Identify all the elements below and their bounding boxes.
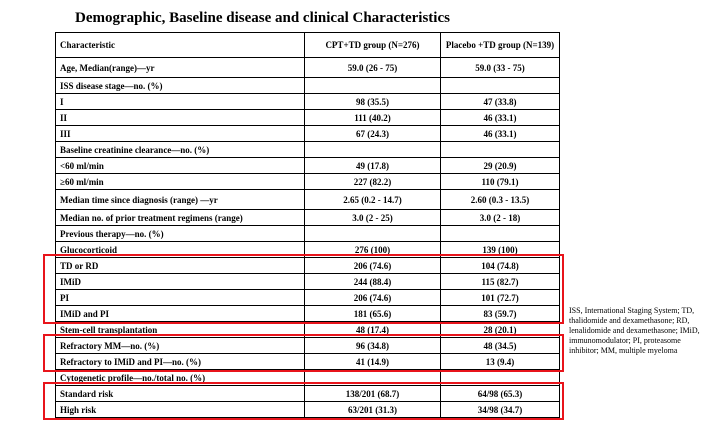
value-cell: 49 (17.8) <box>304 157 441 174</box>
table-row: ≥60 ml/min 227 (82.2) 110 (79.1) <box>55 173 560 190</box>
value-cell: 98 (35.5) <box>304 93 441 110</box>
table-row: PI 206 (74.6) 101 (72.7) <box>55 289 560 306</box>
table-row: Refractory MM—no. (%) 96 (34.8) 48 (34.5) <box>55 337 560 354</box>
highlight-box <box>43 254 564 324</box>
table: Characteristic CPT+TD group (N=276) Placeb… <box>55 32 560 418</box>
table-row: ISS disease stage—no. (%) <box>55 77 560 94</box>
label-cell: III <box>55 125 305 142</box>
value-cell <box>440 77 560 94</box>
table-row: High risk 63/201 (31.3) 34/98 (34.7) <box>55 401 560 418</box>
highlight-box <box>43 334 564 372</box>
value-cell: 34/98 (34.7) <box>440 401 560 418</box>
table-row: III 67 (24.3) 46 (33.1) <box>55 125 560 142</box>
table-row: <60 ml/min 49 (17.8) 29 (20.9) <box>55 157 560 174</box>
value-cell: 29 (20.9) <box>440 157 560 174</box>
value-cell: 67 (24.3) <box>304 125 441 142</box>
label-cell: I <box>55 93 305 110</box>
value-cell: CPT+TD group (N=276) <box>304 32 441 58</box>
label-cell: <60 ml/min <box>55 157 305 174</box>
value-cell <box>304 77 441 94</box>
footnote: ISS, International Staging System; TD, t… <box>569 306 700 355</box>
value-cell: Placebo +TD group (N=139) <box>440 32 560 58</box>
value-cell: 59.0 (26 - 75) <box>304 57 441 78</box>
label-cell: Previous therapy—no. (%) <box>55 225 305 242</box>
label-cell: Median time since diagnosis (range) —yr <box>55 189 305 210</box>
label-cell: II <box>55 109 305 126</box>
value-cell <box>304 141 441 158</box>
label-cell: Age, Median(range)—yr <box>55 57 305 78</box>
value-cell <box>440 225 560 242</box>
value-cell: 2.65 (0.2 - 14.7) <box>304 189 441 210</box>
table-row: Previous therapy—no. (%) <box>55 225 560 242</box>
value-cell: 46 (33.1) <box>440 109 560 126</box>
label-cell: ≥60 ml/min <box>55 173 305 190</box>
table-row: Median no. of prior treatment regimens (… <box>55 209 560 226</box>
value-cell: 3.0 (2 - 18) <box>440 209 560 226</box>
value-cell: 2.60 (0.3 - 13.5) <box>440 189 560 210</box>
value-cell: 46 (33.1) <box>440 125 560 142</box>
table-row: Median time since diagnosis (range) —yr 2… <box>55 189 560 210</box>
value-cell <box>304 225 441 242</box>
label-cell: Characteristic <box>55 32 305 58</box>
table-row: I 98 (35.5) 47 (33.8) <box>55 93 560 110</box>
table-row: TD or RD 206 (74.6) 104 (74.8) <box>55 257 560 274</box>
title: Demographic, Baseline disease and clinic… <box>75 10 450 26</box>
value-cell: 110 (79.1) <box>440 173 560 190</box>
label-cell: Baseline creatinine clearance—no. (%) <box>55 141 305 158</box>
value-cell: 227 (82.2) <box>304 173 441 190</box>
label-cell: ISS disease stage—no. (%) <box>55 77 305 94</box>
value-cell: 47 (33.8) <box>440 93 560 110</box>
table-row: Standard risk 138/201 (68.7) 64/98 (65.3) <box>55 385 560 402</box>
table-row: IMiD and PI 181 (65.6) 83 (59.7) <box>55 305 560 322</box>
table-row: IMiD 244 (88.4) 115 (82.7) <box>55 273 560 290</box>
table-row: II 111 (40.2) 46 (33.1) <box>55 109 560 126</box>
value-cell <box>440 141 560 158</box>
value-cell: 59.0 (33 - 75) <box>440 57 560 78</box>
value-cell: 111 (40.2) <box>304 109 441 126</box>
highlight-box <box>43 382 564 420</box>
value-cell: 3.0 (2 - 25) <box>304 209 441 226</box>
table-row: Glucocorticoid 276 (100) 139 (100) <box>55 241 560 258</box>
table-row: Age, Median(range)—yr 59.0 (26 - 75) 59.0 … <box>55 57 560 78</box>
table-row: Baseline creatinine clearance—no. (%) <box>55 141 560 158</box>
label-cell: Median no. of prior treatment regimens (… <box>55 209 305 226</box>
table-row: Characteristic CPT+TD group (N=276) Placeb… <box>55 32 560 58</box>
